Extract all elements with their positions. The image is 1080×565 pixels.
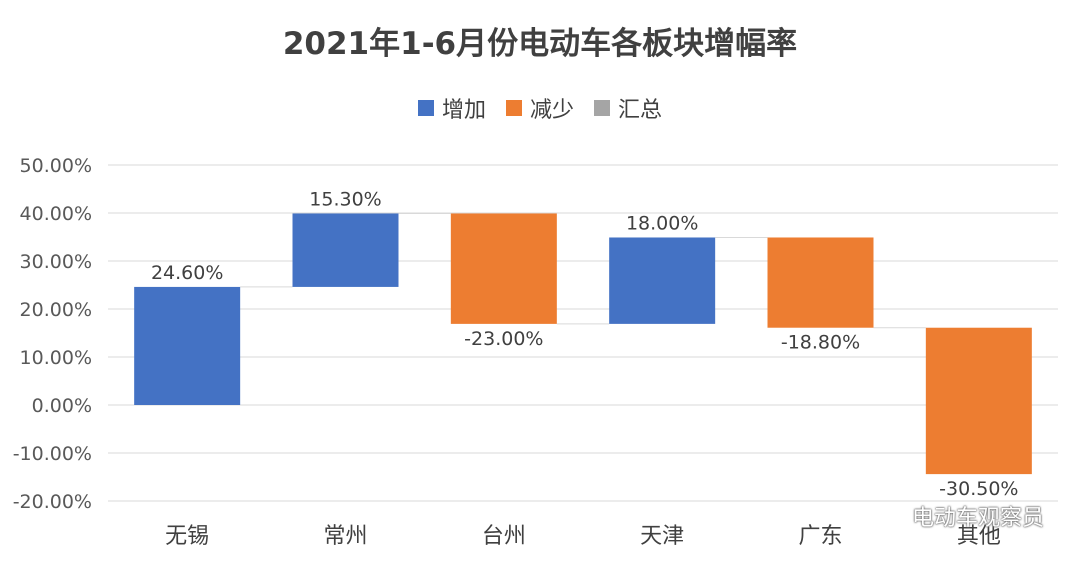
legend-item-increase: 增加 [417, 92, 486, 124]
legend-item-total: 汇总 [594, 92, 662, 124]
data-label: 18.00% [626, 212, 698, 234]
bar-increase [292, 213, 399, 287]
category-label: 常州 [323, 524, 367, 549]
data-label: 24.60% [151, 262, 223, 284]
data-label: -23.00% [464, 328, 543, 350]
category-label: 广东 [798, 524, 842, 549]
legend-label-increase: 增加 [441, 98, 486, 123]
category-label: 无锡 [165, 524, 209, 549]
bar-decrease [925, 327, 1032, 475]
watermark-text: 电动车观察员 [911, 506, 1044, 531]
wechat-icon [875, 504, 905, 527]
legend-item-decrease: 减少 [505, 92, 574, 124]
legend-label-total: 汇总 [618, 98, 663, 123]
y-tick-label: 40.00% [20, 203, 92, 225]
legend-label-decrease: 减少 [529, 98, 574, 123]
legend-swatch-increase [417, 100, 434, 116]
y-tick-label: 30.00% [20, 251, 92, 273]
y-tick-label: -10.00% [13, 443, 92, 465]
y-tick-label: 20.00% [20, 299, 92, 321]
category-label: 其他 [957, 524, 1001, 549]
y-tick-label: 0.00% [32, 395, 92, 417]
legend: 增加 减少 汇总 [0, 92, 1080, 124]
category-label: 台州 [482, 524, 526, 549]
data-label: -30.50% [939, 478, 1018, 500]
bar-increase [609, 237, 716, 324]
y-tick-label: 50.00% [20, 155, 92, 177]
data-label: -18.80% [781, 332, 860, 354]
watermark: 电动车观察员 [875, 500, 1044, 532]
data-label: 15.30% [309, 188, 381, 210]
bar-decrease [450, 213, 557, 324]
category-label: 天津 [640, 524, 684, 549]
legend-swatch-decrease [505, 100, 522, 116]
y-tick-label: -20.00% [13, 491, 92, 513]
bar-decrease [767, 237, 874, 328]
y-tick-label: 10.00% [20, 347, 92, 369]
legend-swatch-total [594, 100, 610, 116]
chart-title: 2021年1-6月份电动车各板块增幅率 [282, 26, 798, 62]
bar-increase [134, 286, 241, 405]
